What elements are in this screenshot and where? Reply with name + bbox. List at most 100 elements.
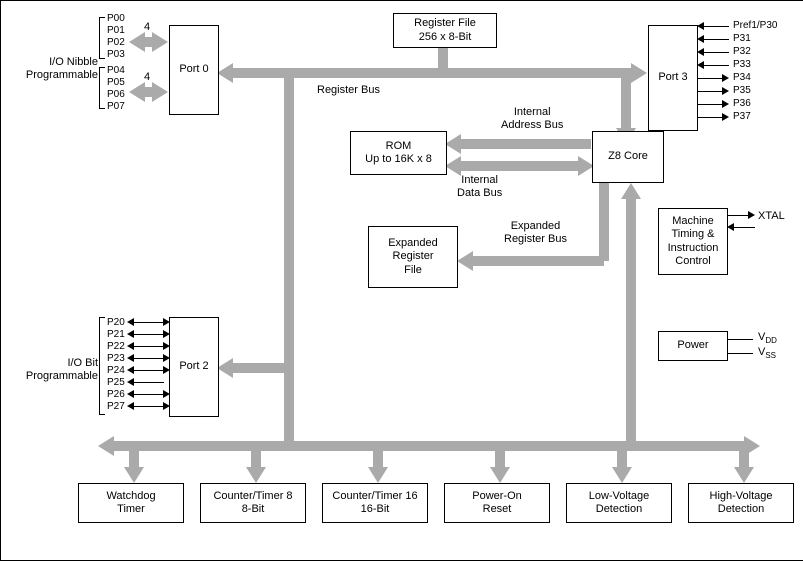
arrow-down-2 — [246, 467, 266, 483]
watchdog-l1: Watchdog — [106, 490, 155, 503]
bus4-top: 4 — [144, 21, 150, 34]
vdd-label: VDD — [758, 331, 777, 346]
expanded-regbus-l1: Expanded — [511, 220, 561, 232]
z8core-label: Z8 Core — [608, 150, 648, 163]
hvd-block: High-Voltage Detection — [688, 483, 794, 523]
lvd-l1: Low-Voltage — [589, 490, 650, 503]
hvd-l1: High-Voltage — [710, 490, 773, 503]
arrow-down-4 — [490, 467, 510, 483]
arrow-down-5 — [612, 467, 632, 483]
bus-internal-data — [461, 161, 578, 171]
internal-addr-label: Internal Address Bus — [501, 106, 563, 132]
bus-expanded-horiz — [473, 256, 604, 266]
arrow-to-port3 — [631, 63, 647, 83]
machine-timing-block: Machine Timing & Instruction Control — [658, 208, 728, 275]
regfile-l1: Register File — [414, 17, 476, 30]
ct8-l1: Counter/Timer 8 — [213, 490, 292, 503]
port0-bot-dbl-mid — [145, 87, 153, 97]
lvd-block: Low-Voltage Detection — [566, 483, 672, 523]
rom-l1: ROM — [386, 140, 412, 153]
internal-addr-l1: Internal — [514, 106, 551, 118]
port2-label: Port 2 — [179, 360, 208, 373]
pin-p00: P00 — [107, 14, 125, 24]
por-l1: Power-On — [472, 490, 522, 503]
vss-sub: SS — [765, 351, 776, 360]
io-bit-label: I/O Bit Programmable — [23, 357, 98, 383]
expanded-regbus-l2: Register Bus — [504, 233, 567, 245]
bracket-p2 — [99, 317, 100, 415]
pin-p02: P02 — [107, 38, 125, 48]
expanded-regbus-label: Expanded Register Bus — [504, 220, 567, 246]
pin-p01: P01 — [107, 26, 125, 36]
pin-p04: P04 — [107, 66, 125, 76]
bus-z8-top — [621, 73, 631, 130]
pin-p32: P32 — [733, 47, 751, 57]
pin-p24: P24 — [107, 366, 125, 376]
register-bus-label: Register Bus — [317, 84, 380, 97]
internal-addr-l2: Address Bus — [501, 119, 563, 131]
watchdog-l2: Timer — [117, 503, 145, 516]
bus-bottom-horizontal — [114, 441, 744, 451]
mtic-l4: Control — [675, 255, 710, 268]
diagram-canvas: Port 0 Port 2 Port 3 Register File 256 x… — [0, 0, 803, 561]
regfile-l2: 256 x 8-Bit — [419, 31, 472, 44]
pin-p36: P36 — [733, 99, 751, 109]
internal-data-l1: Internal — [461, 174, 498, 186]
expanded-regfile-block: Expanded Register File — [368, 226, 458, 288]
vss-label: VSS — [758, 346, 776, 361]
arrow-bottom-left-end — [98, 436, 114, 456]
arrow-internal-data-l — [445, 156, 461, 176]
io-nibble-label: I/O Nibble Programmable — [23, 56, 98, 82]
rom-l2: Up to 16K x 8 — [365, 153, 432, 166]
mtic-l1: Machine — [672, 215, 714, 228]
por-block: Power-On Reset — [444, 483, 550, 523]
bus-z8-lower-vert — [626, 199, 636, 446]
pin-p26: P26 — [107, 390, 125, 400]
bus-left-vertical — [284, 73, 294, 446]
pin-p22: P22 — [107, 342, 125, 352]
arrow-down-6 — [734, 467, 754, 483]
port0-bot-dbl-l — [129, 82, 145, 102]
arrow-down-3 — [368, 467, 388, 483]
port0-block: Port 0 — [169, 25, 219, 115]
port0-top-dbl-mid — [145, 37, 153, 47]
bus-internal-addr — [461, 139, 591, 149]
internal-data-l2: Data Bus — [457, 187, 502, 199]
internal-data-label: Internal Data Bus — [457, 174, 502, 200]
port2-block: Port 2 — [169, 317, 219, 417]
hvd-l2: Detection — [718, 503, 764, 516]
port3-block: Port 3 — [648, 25, 698, 131]
pin-p33: P33 — [733, 60, 751, 70]
rom-block: ROM Up to 16K x 8 — [350, 131, 447, 175]
watchdog-block: Watchdog Timer — [78, 483, 184, 523]
power-label: Power — [677, 339, 708, 352]
port0-top-dbl-l — [129, 32, 145, 52]
z8core-block: Z8 Core — [592, 131, 664, 183]
arrow-internal-addr — [445, 134, 461, 154]
port0-top-dbl-r — [152, 32, 168, 52]
ct16-block: Counter/Timer 16 16-Bit — [322, 483, 428, 523]
pin-p07: P07 — [107, 102, 125, 112]
ct16-l2: 16-Bit — [361, 503, 390, 516]
bus-down-6 — [739, 449, 749, 467]
pin-p20: P20 — [107, 318, 125, 328]
bus-regfile-stub — [438, 48, 448, 73]
pin-p30: Pref1/P30 — [733, 21, 777, 31]
bus-down-1 — [129, 449, 139, 467]
bus-down-3 — [373, 449, 383, 467]
lvd-l2: Detection — [596, 503, 642, 516]
ct8-l2: 8-Bit — [242, 503, 265, 516]
bus-down-2 — [251, 449, 261, 467]
mtic-l3: Instruction — [668, 242, 719, 255]
arrow-expanded-into-file — [457, 251, 473, 271]
pin-p03: P03 — [107, 50, 125, 60]
pin-p05: P05 — [107, 78, 125, 88]
por-l2: Reset — [483, 503, 512, 516]
arrow-to-port0 — [217, 63, 233, 83]
xtal-label: XTAL — [758, 210, 785, 223]
ct16-l1: Counter/Timer 16 — [332, 490, 417, 503]
pin-p25: P25 — [107, 378, 125, 388]
io-bit-l1: I/O Bit — [67, 357, 98, 369]
bus-down-5 — [617, 449, 627, 467]
vdd-sub: DD — [765, 336, 777, 345]
